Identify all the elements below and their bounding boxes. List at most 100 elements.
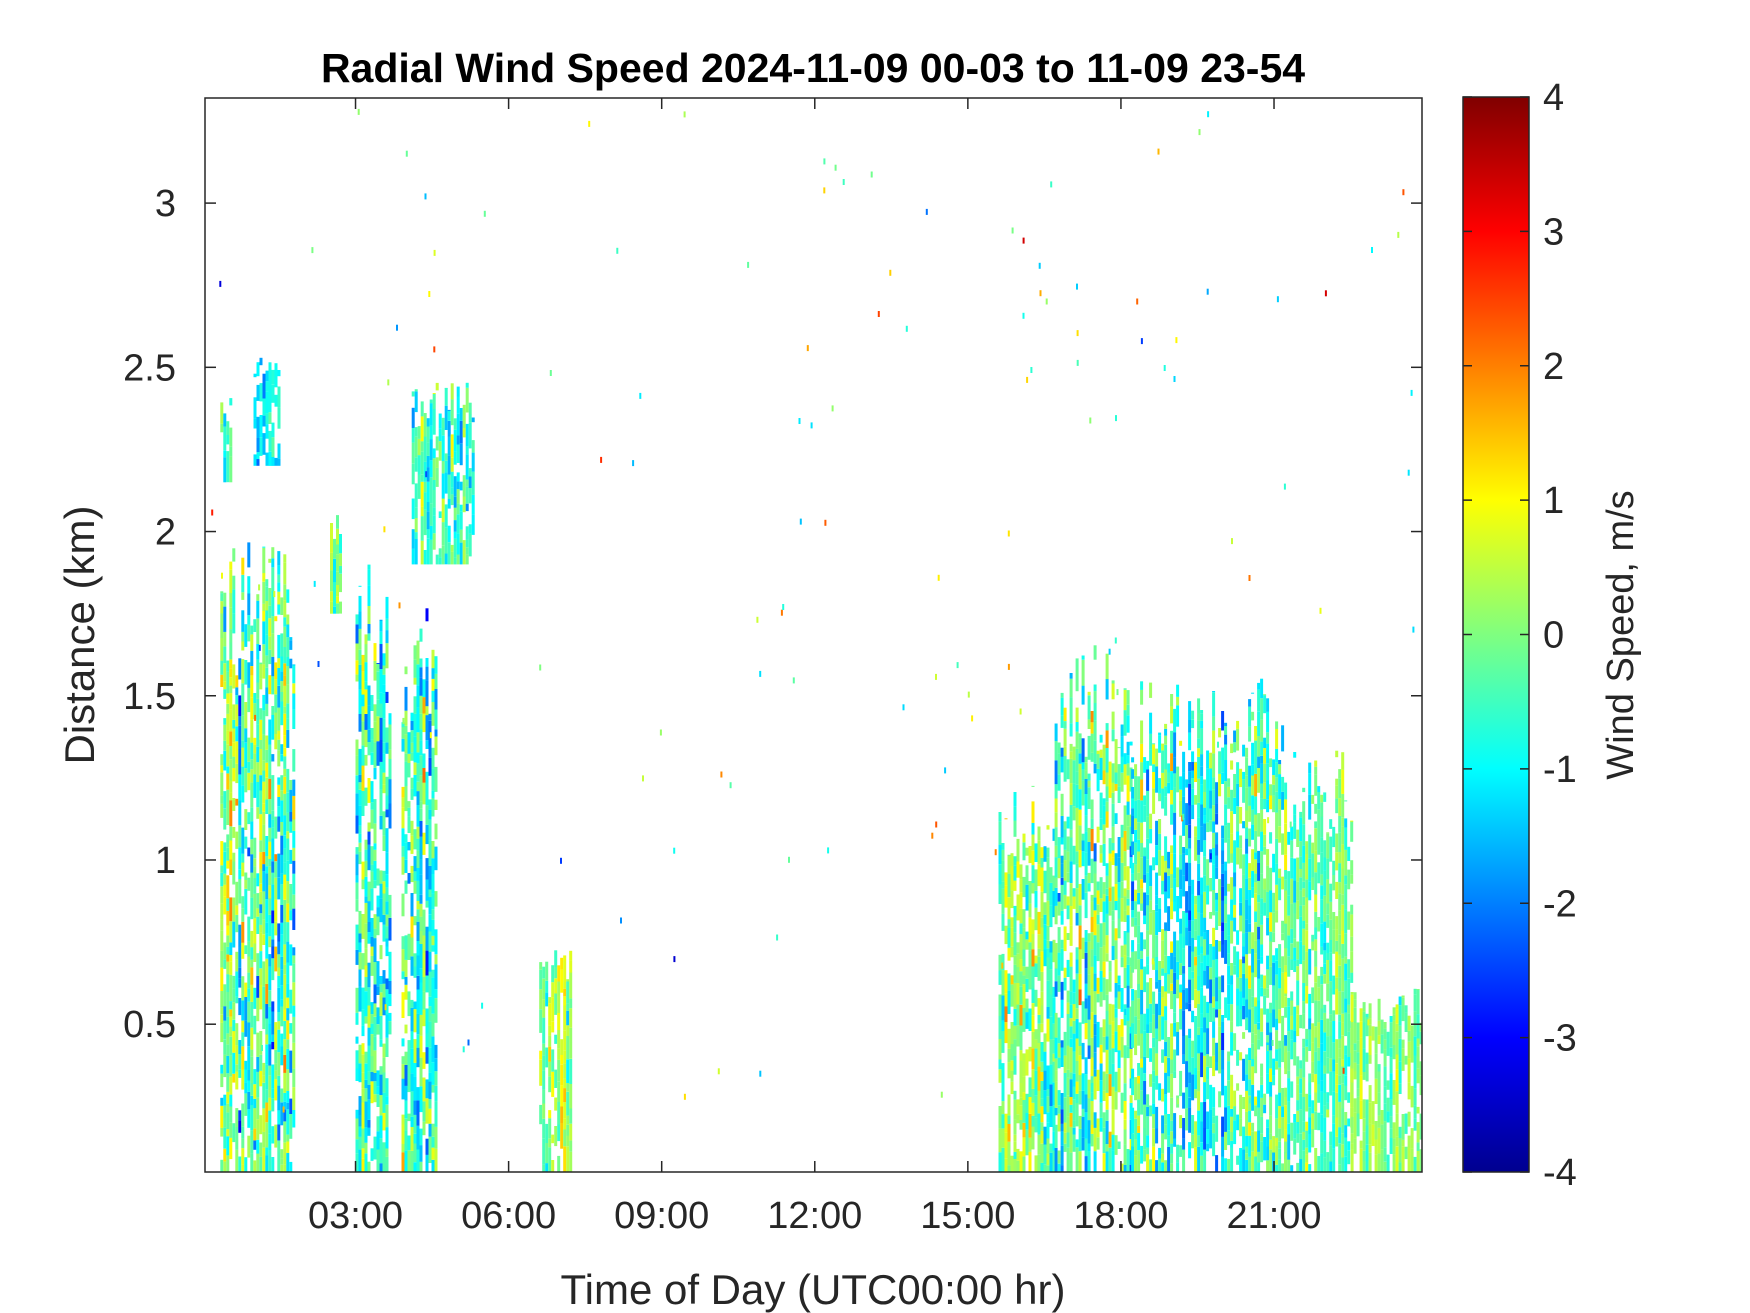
heatmap-cell <box>1066 1045 1070 1070</box>
heatmap-cell <box>241 1164 245 1172</box>
heatmap-cell <box>413 871 417 881</box>
heatmap-cell <box>1143 966 1147 993</box>
colorbar-tick-label: 1 <box>1543 480 1564 522</box>
heatmap-cell <box>367 778 371 803</box>
heatmap-cell <box>426 467 430 482</box>
heatmap-cell <box>229 746 233 759</box>
heatmap-cell <box>416 1034 420 1048</box>
heatmap-cell <box>364 896 368 903</box>
heatmap-cell <box>373 1003 377 1017</box>
heatmap-cell <box>414 436 418 458</box>
heatmap-cell <box>1338 1038 1342 1049</box>
heatmap-cell <box>1299 868 1303 878</box>
heatmap-cell <box>1323 1157 1327 1172</box>
heatmap-cell <box>367 1046 371 1072</box>
heatmap-cell <box>1037 934 1041 949</box>
heatmap-cell <box>256 1071 260 1098</box>
heatmap-cell <box>1323 857 1327 871</box>
heatmap-cell <box>361 1088 365 1103</box>
heatmap-cell <box>425 1154 429 1172</box>
heatmap-cell <box>1197 738 1201 749</box>
heatmap-cell <box>1257 682 1261 690</box>
heatmap-cell <box>1102 843 1106 866</box>
heatmap-cell <box>1087 780 1091 788</box>
heatmap-cell <box>1004 1132 1008 1159</box>
heatmap-cell <box>1114 1009 1118 1018</box>
heatmap-cell <box>1126 814 1130 826</box>
heatmap-cell <box>1281 1106 1285 1118</box>
heatmap-cell <box>361 721 365 746</box>
heatmap-cell <box>1063 746 1067 756</box>
heatmap-cell <box>422 1052 426 1069</box>
heatmap-cell <box>244 1157 248 1172</box>
heatmap-cell <box>1117 786 1121 803</box>
heatmap-cell <box>1212 889 1216 916</box>
heatmap-cell <box>1126 915 1130 933</box>
heatmap-cell <box>401 1038 405 1047</box>
heatmap-cell <box>1146 760 1150 770</box>
heatmap-cell <box>428 1072 432 1082</box>
heatmap-cell <box>1025 884 1029 911</box>
heatmap-cell <box>539 1050 543 1060</box>
heatmap-cell <box>411 529 415 549</box>
heatmap-cell <box>1200 996 1204 1014</box>
heatmap-cell <box>1314 950 1318 967</box>
heatmap-cell <box>1284 870 1288 880</box>
heatmap-cell <box>379 619 383 632</box>
heatmap-cell <box>931 832 934 839</box>
heatmap-cell <box>1257 813 1261 837</box>
heatmap-cell <box>419 1086 423 1113</box>
heatmap-cell <box>1066 959 1070 977</box>
heatmap-cell <box>1096 904 1100 915</box>
heatmap-cell <box>226 464 230 483</box>
heatmap-cell <box>1209 944 1213 968</box>
heatmap-cell <box>1016 953 1020 967</box>
heatmap-cell <box>1410 1040 1414 1063</box>
heatmap-cell <box>1278 1067 1282 1093</box>
heatmap-cell <box>1057 1163 1061 1172</box>
heatmap-cell <box>450 471 454 488</box>
heatmap-cell <box>456 435 460 445</box>
heatmap-cell <box>244 997 248 1021</box>
heatmap-cell <box>413 645 417 660</box>
heatmap-cell <box>1197 802 1201 818</box>
heatmap-cell <box>1049 882 1053 906</box>
heatmap-cell <box>456 386 460 397</box>
heatmap-cell <box>401 846 405 857</box>
heatmap-cell <box>361 706 365 722</box>
heatmap-cell <box>1149 886 1153 901</box>
heatmap-cell <box>238 1040 242 1055</box>
heatmap-cell <box>1173 956 1177 973</box>
heatmap-cell <box>271 884 275 911</box>
heatmap-cell <box>1323 1106 1327 1118</box>
heatmap-cell <box>1251 809 1255 825</box>
heatmap-cell <box>1188 1028 1192 1039</box>
heatmap-cell <box>1111 1071 1115 1087</box>
heatmap-cell <box>1111 1021 1115 1035</box>
heatmap-cell <box>1224 870 1228 896</box>
heatmap-cell <box>286 1048 290 1070</box>
heatmap-cell <box>1293 804 1297 815</box>
heatmap-cell <box>1230 789 1234 812</box>
heatmap-cell <box>1293 960 1297 972</box>
heatmap-cell <box>1054 981 1058 997</box>
heatmap-cell <box>1043 1033 1047 1052</box>
heatmap-cell <box>782 604 785 610</box>
heatmap-cell <box>419 874 423 895</box>
heatmap-cell <box>1302 1121 1306 1132</box>
heatmap-cell <box>253 1098 257 1109</box>
heatmap-cell <box>1260 974 1264 988</box>
heatmap-cell <box>1137 925 1141 944</box>
heatmap-cell <box>1040 1061 1044 1072</box>
heatmap-cell <box>1311 1128 1315 1148</box>
heatmap-cell <box>1302 945 1306 961</box>
heatmap-cell <box>1368 1055 1372 1064</box>
heatmap-cell <box>1102 977 1106 1001</box>
heatmap-cell <box>1120 957 1124 968</box>
heatmap-cell <box>1188 1038 1192 1059</box>
heatmap-cell <box>1326 914 1330 928</box>
heatmap-cell <box>223 1161 227 1172</box>
heatmap-cell <box>1314 774 1318 796</box>
heatmap-cell <box>1093 1023 1097 1036</box>
